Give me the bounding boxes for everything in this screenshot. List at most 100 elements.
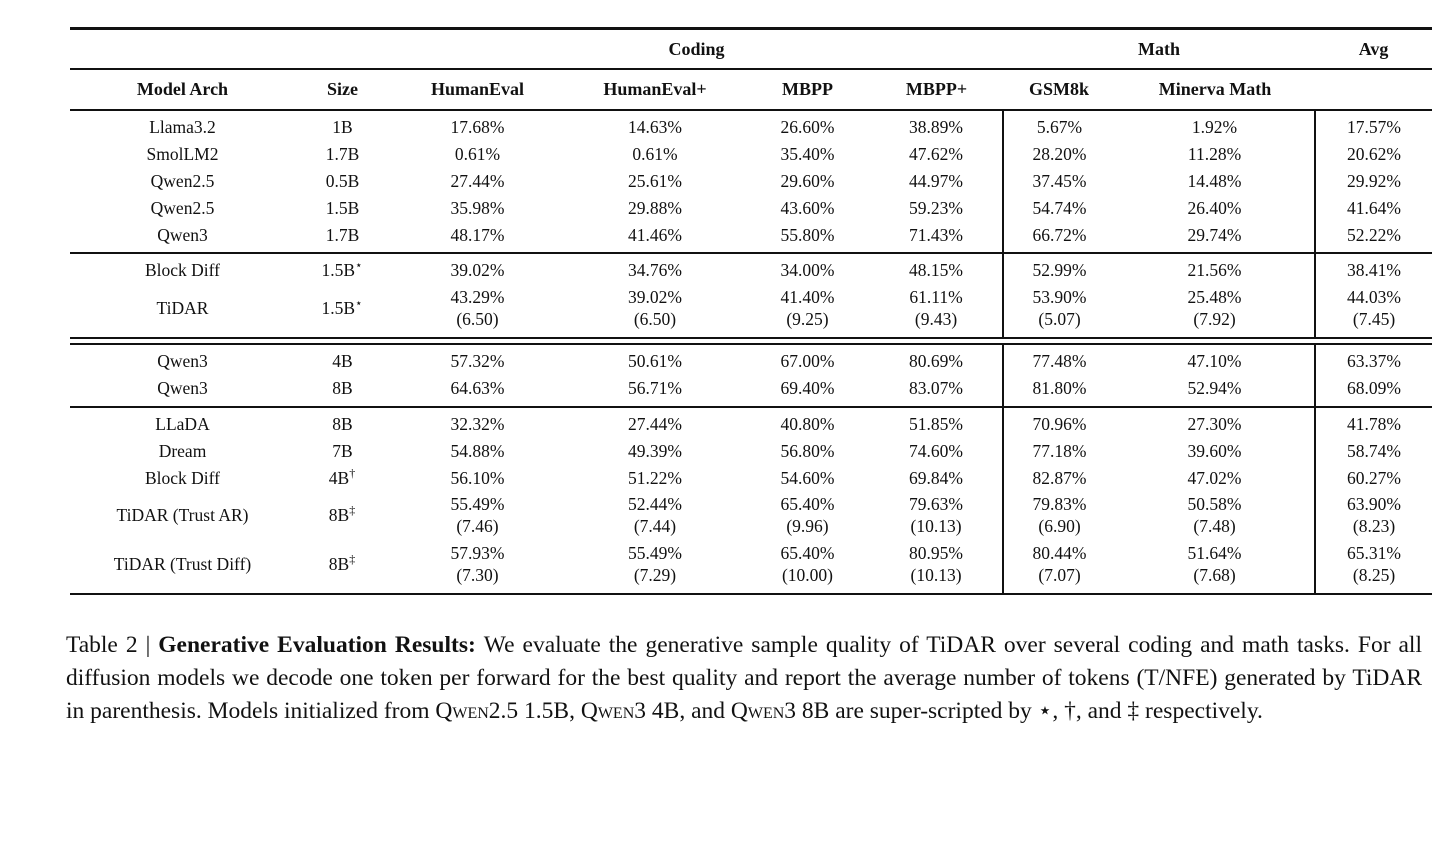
group-header-math: Math: [1003, 27, 1316, 70]
cell-value: 0.61%: [632, 143, 678, 164]
cell-value: 79.83% (6.90): [1002, 491, 1116, 541]
cell-value: 29.92%: [1314, 168, 1433, 196]
table-row-llada: LLaDA 8B 32.32% 27.44% 40.80% 51.85% 70.96% 27.…: [70, 405, 1433, 439]
cell-value: 47.02%: [1187, 467, 1242, 488]
cell-model: Qwen3: [157, 351, 208, 371]
group-header-row: Coding Math Avg: [70, 27, 1433, 70]
cell-value: 48.17%: [450, 224, 505, 245]
group-header-spacer: [70, 27, 390, 70]
caption-segment-normal: 1.5B,: [518, 698, 581, 725]
cell-model: Dream: [158, 440, 207, 461]
cell-size: 0.5B: [325, 170, 360, 191]
cell-size: 8B: [295, 405, 390, 439]
cell-value: 55.49% (7.29): [565, 540, 745, 595]
cell-value: 71.43%: [909, 224, 963, 245]
cell-value: 63.90% (8.23): [1314, 491, 1433, 541]
cell-size: 1.7B: [325, 143, 360, 164]
cell-model: TiDAR (Trust AR): [116, 505, 249, 526]
page: Coding Math Avg Model Arch Size HumanEval Huma…: [0, 27, 1456, 849]
cell-value: 64.63%: [450, 377, 505, 398]
cell-value: 69.84%: [909, 467, 963, 488]
cell-tnfe: (9.43): [914, 309, 958, 330]
column-header-size: Size: [295, 69, 390, 111]
cell-size: 1.5B⋆: [321, 296, 364, 319]
cell-value: 28.20%: [1002, 141, 1116, 169]
cell-model: Qwen3: [157, 224, 208, 245]
cell-value: 40.80%: [745, 405, 870, 439]
cell-model: TiDAR: [156, 298, 209, 319]
group-header-avg: Avg: [1315, 27, 1433, 70]
cell-value: 11.28%: [1187, 143, 1242, 164]
cell-value: 51.85%: [870, 405, 1004, 439]
cell-value: 44.03% (7.45): [1314, 284, 1433, 338]
cell-value: 39.02% (6.50): [565, 285, 745, 338]
table-row-block-diff: Block Diff 4B† 56.10% 51.22% 54.60% 69.84% 82.…: [70, 465, 1433, 492]
cell-tnfe: (10.00): [781, 565, 834, 585]
cell-model: Block Diff: [144, 467, 221, 488]
size-superscript: †: [349, 465, 357, 480]
cell-value: 26.60%: [780, 117, 835, 137]
cell-value: 20.62%: [1314, 141, 1433, 169]
cell-tnfe: (7.44): [633, 516, 677, 537]
cell-value: 0.61%: [454, 143, 501, 164]
caption-segment-smallcaps: Qwen2.5: [435, 698, 519, 725]
caption-segment-smallcaps: Qwen3: [730, 698, 797, 725]
cell-value: 65.31% (8.25): [1314, 540, 1433, 595]
size-superscript: ‡: [349, 503, 357, 518]
cell-value: 14.63%: [628, 117, 682, 137]
cell-value: 80.69%: [909, 351, 963, 371]
cell-value: 54.74%: [1002, 195, 1116, 222]
cell-value: 37.45%: [1002, 168, 1116, 196]
cell-value: 50.58% (7.48): [1115, 492, 1315, 541]
cell-value: 56.10%: [450, 467, 505, 488]
cell-value: 52.22%: [1314, 222, 1433, 254]
cell-value: 1.92%: [1191, 117, 1238, 137]
cell-value: 43.29% (6.50): [390, 285, 565, 338]
cell-size: 7B: [332, 440, 353, 461]
cell-value: 82.87%: [1002, 465, 1116, 492]
cell-value: 52.99%: [1002, 252, 1116, 285]
cell-value: 52.44% (7.44): [565, 492, 745, 541]
cell-tnfe: (5.07): [1038, 309, 1081, 330]
table-row-block-diff: Block Diff 1.5B⋆ 39.02% 34.76% 34.00% 48.15% 5…: [70, 252, 1433, 285]
cell-value: 25.61%: [628, 170, 682, 191]
cell-value: 77.48%: [1002, 344, 1116, 376]
cell-tnfe: (7.48): [1193, 516, 1236, 537]
block-diffusion-small: Block Diff 1.5B⋆ 39.02% 34.76% 34.00% 48.15% 5…: [70, 252, 1433, 338]
cell-model: Qwen2.5: [150, 197, 215, 218]
cell-value: 34.00%: [745, 252, 870, 285]
cell-value: 55.49% (7.46): [390, 492, 565, 541]
column-header-humaneval: HumanEval: [390, 69, 565, 111]
cell-value: 29.74%: [1187, 224, 1242, 245]
cell-value: 50.61%: [628, 351, 682, 371]
cell-tnfe: (9.25): [786, 309, 829, 330]
cell-value: 32.32%: [390, 405, 565, 439]
cell-value: 69.40%: [780, 377, 835, 398]
cell-value: 80.44% (7.07): [1002, 540, 1116, 595]
cell-value: 29.88%: [628, 197, 682, 218]
column-header-gsm8k: GSM8k: [1003, 69, 1116, 111]
cell-value: 35.98%: [450, 197, 505, 218]
cell-value: 27.44%: [565, 405, 745, 439]
cell-size: 8B‡: [295, 540, 390, 595]
cell-value: 79.63% (10.13): [870, 492, 1003, 541]
cell-value: 56.71%: [628, 377, 682, 398]
cell-value: 38.89%: [909, 117, 963, 137]
block-diffusion-large: LLaDA 8B 32.32% 27.44% 40.80% 51.85% 70.96% 27.…: [70, 405, 1433, 595]
cell-tnfe: (7.30): [456, 565, 499, 585]
cell-tnfe: (7.92): [1193, 309, 1236, 330]
cell-value: 34.76%: [565, 252, 745, 285]
group-header-coding: Coding: [390, 27, 1004, 70]
cell-tnfe: (10.13): [910, 565, 962, 585]
cell-value: 39.02%: [390, 252, 565, 285]
cell-value: 25.48% (7.92): [1115, 285, 1315, 338]
cell-value: 47.62%: [909, 143, 963, 164]
caption-segment-normal: 8B are super-scripted by ⋆, †, and ‡ res…: [796, 698, 1263, 725]
cell-tnfe: (8.25): [1352, 565, 1396, 585]
cell-size: 4B: [332, 351, 353, 371]
cell-value: 58.74%: [1314, 438, 1433, 465]
cell-tnfe: (7.45): [1352, 309, 1396, 330]
cell-value: 80.95% (10.13): [870, 540, 1004, 595]
cell-value: 52.94%: [1187, 377, 1242, 398]
cell-value: 17.68%: [450, 117, 505, 137]
